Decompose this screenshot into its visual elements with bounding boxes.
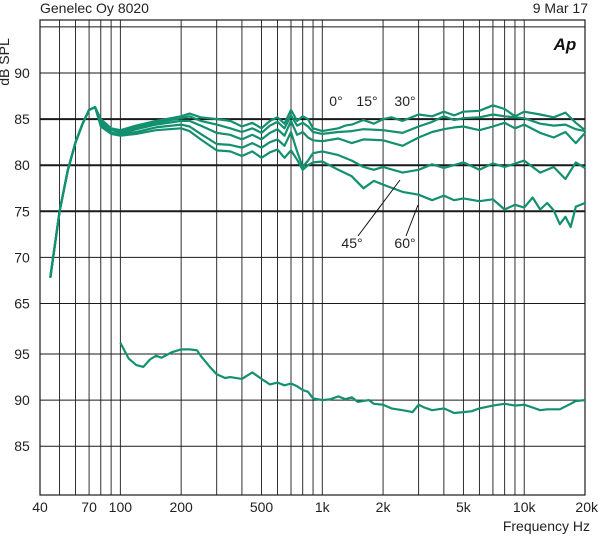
y-tick-label: 75 xyxy=(14,203,30,219)
y-axis-label: dB SPL xyxy=(0,38,12,86)
x-tick-label: 200 xyxy=(169,499,193,515)
leader-line xyxy=(357,179,401,237)
curves xyxy=(49,104,586,415)
y-tick-label: 65 xyxy=(14,296,30,312)
curve-label: 60° xyxy=(394,235,415,251)
y-tick-label: 80 xyxy=(14,157,30,173)
x-axis-label: Frequency Hz xyxy=(503,518,590,534)
y-tick-label: 95 xyxy=(14,346,30,362)
plot-frame xyxy=(39,19,586,496)
leader-line xyxy=(405,204,419,237)
y-tick-label: 90 xyxy=(14,65,30,81)
x-tick-label: 2k xyxy=(376,499,392,515)
series-line xyxy=(49,106,586,278)
x-tick-label: 10k xyxy=(513,499,537,515)
x-tick-label: 40 xyxy=(32,499,48,515)
curve-label: 15° xyxy=(356,93,377,109)
ap-logo: Ap xyxy=(553,35,577,54)
series-line xyxy=(119,342,586,415)
y-tick-label: 90 xyxy=(14,392,30,408)
chart-header-right: 9 Mar 17 xyxy=(532,0,588,16)
x-tick-label: 1k xyxy=(315,499,331,515)
x-tick-label: 70 xyxy=(81,499,97,515)
chart-grid xyxy=(40,20,585,495)
curve-label: 45° xyxy=(341,235,362,251)
x-tick-label: 100 xyxy=(109,499,133,515)
x-tick-label: 5k xyxy=(456,499,472,515)
y-tick-label: 85 xyxy=(14,438,30,454)
y-tick-label: 85 xyxy=(14,111,30,127)
curve-label: 0° xyxy=(329,93,342,109)
curve-label: 30° xyxy=(394,93,415,109)
series-line xyxy=(49,106,586,278)
y-tick-label: 70 xyxy=(14,249,30,265)
chart-header-left: Genelec Oy 8020 xyxy=(40,0,149,16)
x-tick-label: 20k xyxy=(575,499,599,515)
x-tick-label: 500 xyxy=(250,499,274,515)
labels: 65 70 75 80 85 90 85 90 95 40 70 100 200 500 1k 2k 5k 10k… xyxy=(14,65,599,515)
series-line xyxy=(49,104,586,278)
